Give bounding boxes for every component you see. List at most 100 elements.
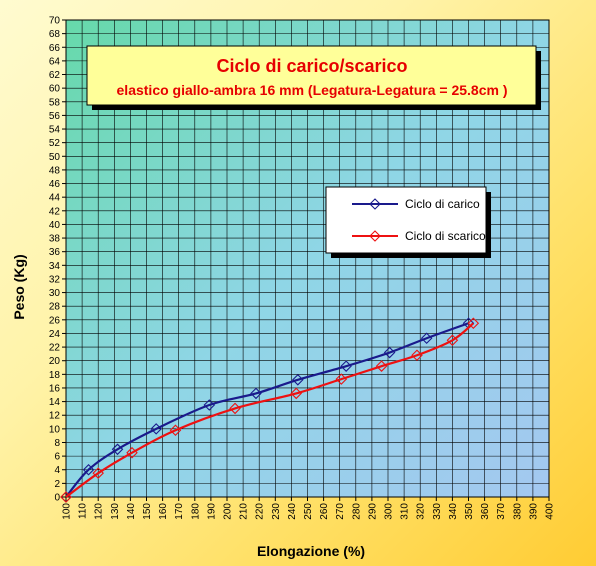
series-layer	[60, 317, 480, 503]
y-tick-label: 30	[49, 288, 61, 299]
x-tick-label: 210	[239, 503, 250, 520]
x-tick-label: 320	[416, 503, 427, 520]
legend	[325, 186, 487, 254]
legend-label: Ciclo di carico	[405, 197, 480, 211]
legend-marker	[369, 198, 381, 210]
data-point	[411, 349, 423, 362]
data-point	[92, 467, 104, 479]
series-line	[65, 322, 475, 498]
data-point	[150, 423, 162, 435]
y-tick-label: 70	[49, 16, 61, 27]
x-axis-title: Elongazione (%)	[257, 543, 365, 559]
chart-subtitle: elastico giallo-ambra 16 mm (Legatura-Le…	[117, 82, 508, 98]
y-tick-label: 2	[54, 479, 60, 490]
x-tick-label: 400	[545, 503, 556, 520]
x-tick-label: 140	[126, 503, 137, 520]
data-point	[60, 491, 72, 503]
y-tick-label: 24	[49, 329, 61, 340]
data-point	[375, 360, 388, 372]
series-2	[60, 317, 480, 503]
data-point	[126, 446, 138, 459]
data-point	[335, 373, 348, 385]
x-tick-label: 280	[351, 503, 362, 520]
x-tick-label: 270	[335, 503, 346, 520]
data-point	[383, 346, 396, 359]
x-tick-label: 230	[271, 503, 282, 520]
data-point	[292, 374, 304, 386]
y-axis-ticks: 0246810121416182022242628303234363840424…	[49, 16, 66, 504]
x-tick-label: 100	[62, 503, 73, 520]
data-point	[203, 399, 216, 411]
y-tick-label: 26	[49, 315, 61, 326]
y-tick-label: 0	[54, 493, 60, 504]
data-point	[467, 317, 480, 330]
y-tick-label: 28	[49, 302, 61, 313]
data-point	[340, 360, 352, 372]
legend-items: Ciclo di carico Ciclo di scarico	[352, 197, 486, 243]
x-tick-label: 260	[319, 503, 330, 520]
y-tick-label: 38	[49, 234, 61, 245]
y-tick-label: 44	[49, 193, 61, 204]
y-tick-label: 42	[49, 206, 61, 217]
y-tick-label: 60	[49, 84, 61, 95]
x-tick-label: 150	[142, 503, 153, 520]
legend-label: Ciclo di scarico	[405, 229, 486, 243]
data-point	[250, 387, 262, 400]
x-tick-label: 110	[78, 503, 89, 519]
data-point	[82, 463, 95, 476]
x-tick-label: 170	[174, 503, 185, 520]
y-tick-label: 56	[49, 111, 61, 122]
x-tick-label: 290	[367, 503, 378, 520]
y-tick-label: 50	[49, 152, 61, 163]
y-tick-label: 68	[49, 29, 61, 40]
y-tick-label: 66	[49, 43, 61, 54]
data-point	[420, 332, 433, 345]
y-tick-label: 62	[49, 70, 61, 81]
y-tick-label: 18	[49, 370, 61, 381]
series-1	[60, 317, 475, 503]
x-tick-label: 200	[223, 503, 234, 520]
data-point	[169, 424, 182, 436]
data-point	[290, 387, 303, 400]
y-tick-label: 46	[49, 179, 61, 190]
x-tick-label: 380	[512, 503, 523, 520]
x-tick-label: 310	[400, 503, 411, 520]
y-tick-label: 40	[49, 220, 61, 231]
y-tick-label: 52	[49, 138, 61, 149]
y-axis-title: Peso (Kg)	[11, 254, 27, 319]
series-line	[65, 322, 469, 498]
y-tick-label: 34	[49, 261, 61, 272]
y-tick-label: 6	[54, 452, 60, 463]
y-tick-label: 10	[49, 424, 61, 435]
y-tick-label: 32	[49, 274, 61, 285]
y-tick-label: 8	[54, 438, 60, 449]
y-tick-label: 58	[49, 97, 61, 108]
y-tick-label: 36	[49, 247, 61, 258]
x-axis-ticks: 100 110 120 130 140 150 160 170 180 190 200 210 220 2…	[62, 497, 556, 520]
x-tick-label: 350	[464, 503, 475, 520]
y-tick-label: 48	[49, 165, 61, 176]
x-tick-label: 190	[206, 503, 217, 520]
y-tick-label: 14	[49, 397, 61, 408]
data-point	[446, 334, 459, 347]
x-tick-label: 240	[287, 503, 298, 520]
x-tick-label: 340	[448, 503, 459, 520]
chart-title: Ciclo di carico/scarico	[216, 56, 407, 76]
x-tick-label: 250	[303, 503, 314, 520]
x-tick-label: 360	[480, 503, 491, 520]
x-tick-label: 390	[528, 503, 539, 520]
x-tick-label: 160	[158, 503, 169, 520]
legend-marker	[369, 230, 381, 242]
y-tick-label: 12	[49, 411, 61, 422]
x-tick-label: 120	[94, 503, 105, 520]
y-tick-label: 54	[49, 125, 61, 136]
y-tick-label: 22	[49, 343, 61, 354]
x-tick-label: 330	[432, 503, 443, 520]
y-tick-label: 4	[54, 465, 60, 476]
x-tick-label: 370	[496, 503, 507, 520]
title-box	[86, 45, 537, 106]
x-tick-label: 300	[384, 503, 395, 520]
x-tick-label: 180	[190, 503, 201, 520]
data-point	[229, 402, 241, 415]
